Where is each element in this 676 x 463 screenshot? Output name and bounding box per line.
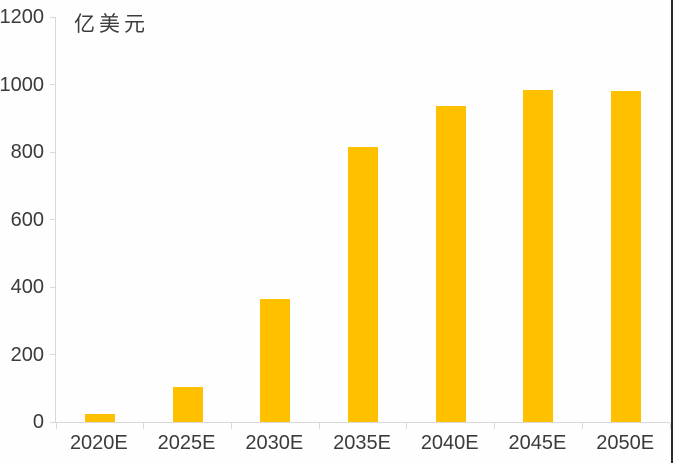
y-axis-tick-mark <box>50 16 55 18</box>
bar <box>172 386 203 422</box>
y-axis-unit-label: 亿美元 <box>74 12 149 36</box>
bar <box>523 89 554 422</box>
x-axis-tick-mark <box>230 423 232 429</box>
x-axis-tick-label: 2040E <box>420 432 479 454</box>
x-axis-tick-label: 2045E <box>508 432 567 454</box>
y-axis-tick-mark <box>50 421 55 423</box>
x-axis-tick-mark <box>581 423 583 429</box>
bar-cell <box>495 17 583 422</box>
y-axis-tick-label: 200 <box>10 343 44 366</box>
y-axis-tick-label: 800 <box>10 141 44 164</box>
bar-cell <box>231 17 319 422</box>
x-axis-tick-mark <box>318 423 320 429</box>
x-axis-tick-mark <box>494 423 496 429</box>
bars-container <box>56 17 670 422</box>
y-axis-tick-mark <box>50 354 55 356</box>
bar <box>435 106 466 422</box>
bar-cell <box>144 17 232 422</box>
bar <box>260 298 291 422</box>
right-edge-line <box>671 0 673 463</box>
y-axis-tick-label: 400 <box>10 276 44 299</box>
bar <box>348 146 379 422</box>
x-axis-tick-mark <box>669 423 671 429</box>
y-axis-tick-mark <box>50 286 55 288</box>
bar <box>611 91 642 422</box>
x-axis-tick-mark <box>143 423 145 429</box>
bar <box>84 413 115 422</box>
x-axis-tick-mark <box>55 423 57 429</box>
y-axis-tick-label: 0 <box>32 411 44 433</box>
x-axis-tick-label: 2050E <box>596 432 655 454</box>
x-axis: 2020E 2025E 2030E 2035E 2040E 2045E 2050E <box>55 430 669 456</box>
bar-cell <box>582 17 670 422</box>
bar-cell <box>319 17 407 422</box>
x-axis-tick-label: 2020E <box>69 432 128 454</box>
x-axis-tick-label: 2030E <box>245 432 304 454</box>
y-axis: 0 200 400 600 800 1000 1200 <box>0 7 44 432</box>
y-axis-tick-mark <box>50 219 55 220</box>
y-axis-tick-label: 600 <box>10 208 44 231</box>
x-axis-tick-mark <box>406 423 408 429</box>
y-axis-tick-mark <box>50 84 55 85</box>
y-axis-tick-label: 1200 <box>0 6 44 28</box>
x-axis-tick-label: 2035E <box>333 432 391 454</box>
y-axis-tick-label: 1000 <box>0 73 44 96</box>
x-axis-tick-label: 2025E <box>157 432 216 454</box>
bar-cell <box>56 17 144 422</box>
y-axis-tick-mark <box>50 151 55 153</box>
plot-area <box>50 16 671 429</box>
bar-cell <box>407 17 495 422</box>
